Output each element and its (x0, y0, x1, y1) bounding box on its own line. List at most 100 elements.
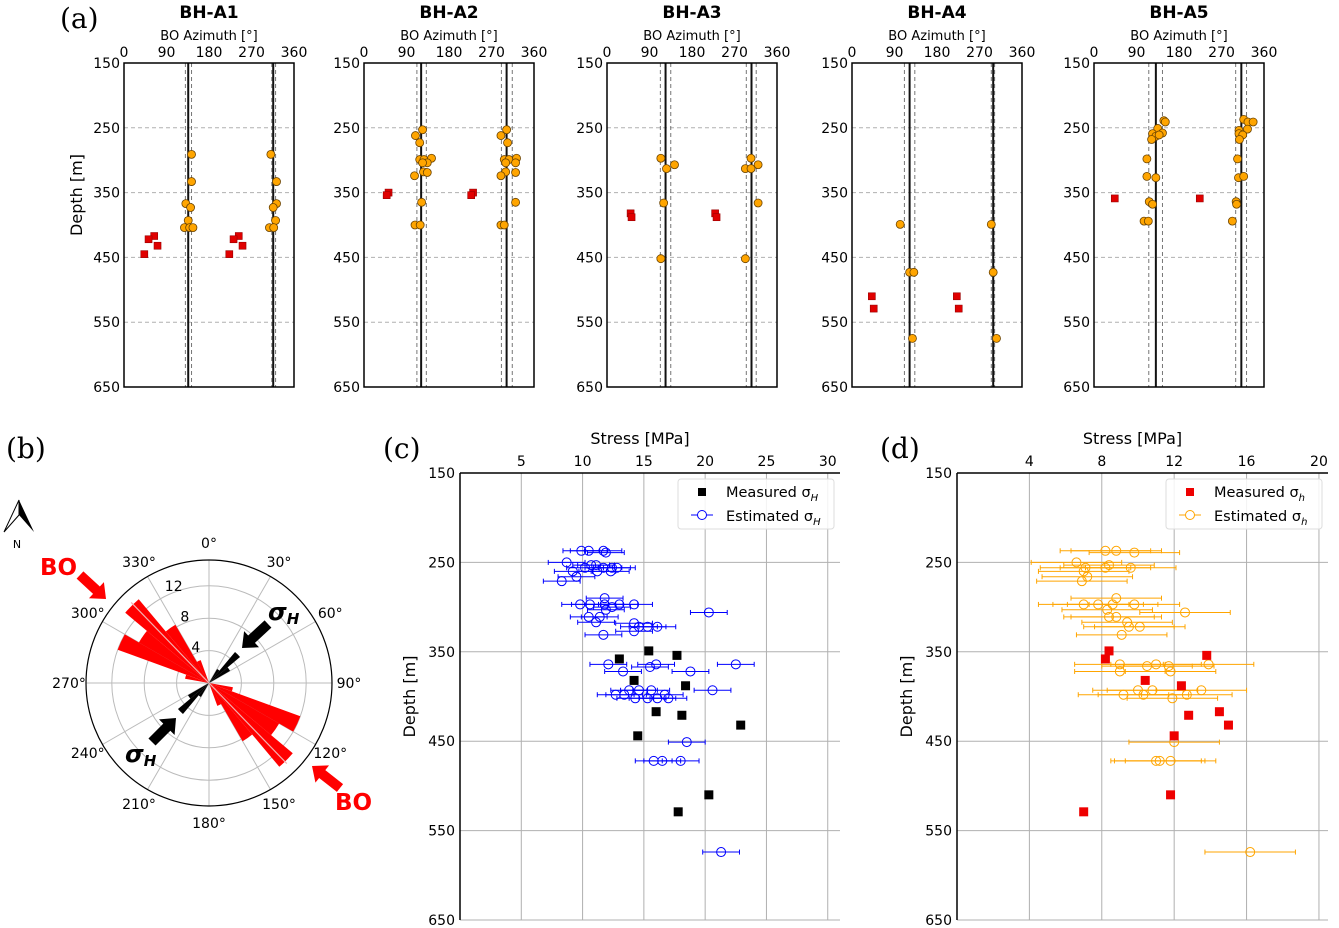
estimated-point (1061, 604, 1153, 615)
theta-tick-label: 330° (122, 555, 156, 571)
estimated-marker (1071, 557, 1082, 568)
y-tick-label: 450 (93, 250, 120, 266)
breakout-point (1151, 173, 1161, 183)
estimated-marker (600, 604, 611, 615)
x-tick-label: 360 (521, 45, 548, 61)
y-tick-label: 350 (93, 186, 120, 202)
breakout-point (1239, 171, 1249, 181)
panel-label-d: (d) (880, 432, 920, 465)
breakout-square-point (225, 250, 234, 258)
breakout-square-point (868, 292, 876, 301)
x-tick-label: 180 (196, 45, 223, 61)
measured-point (1104, 646, 1114, 656)
spoke (208, 576, 271, 684)
breakout-point (272, 177, 281, 186)
measured-point (1140, 675, 1150, 685)
breakout-square-point (382, 191, 391, 199)
measured-point (1166, 790, 1176, 800)
x-tick-label: 12 (1165, 454, 1183, 470)
sigma-h-rose-bar (187, 683, 209, 699)
y-axis-label: Depth [m] (897, 656, 916, 738)
estimated-marker (629, 599, 640, 610)
x-tick-label: 270 (966, 45, 993, 61)
breakout-point (1160, 117, 1170, 127)
estimated-point (661, 755, 700, 766)
breakout-point (411, 131, 420, 140)
legend-label: Estimated σ (1214, 509, 1301, 525)
breakout-square-point (1110, 194, 1119, 203)
x-tick-label: 90 (158, 45, 176, 61)
x-tick-label: 90 (398, 45, 416, 61)
breakout-point (187, 149, 196, 159)
x-tick-label: 10 (574, 454, 592, 470)
x-tick-label: 180 (924, 45, 951, 61)
estimated-point (584, 545, 623, 556)
breakout-square-point (627, 213, 636, 222)
y-tick-label: 250 (576, 121, 603, 137)
breakout-square-point (954, 304, 963, 313)
estimated-marker (591, 617, 602, 628)
estimated-point (638, 621, 677, 632)
breakout-rose-bar (209, 683, 222, 706)
breakout-point (1227, 216, 1237, 226)
estimated-marker (598, 545, 609, 556)
breakout-point (1143, 216, 1153, 226)
x-tick-label: 270 (238, 45, 265, 61)
breakout-point (511, 168, 520, 177)
x-axis-label: BO Azimuth [°] (888, 29, 985, 44)
breakout-point (422, 168, 432, 177)
breakout-point (659, 198, 669, 208)
breakout-point (1142, 171, 1152, 181)
breakout-rose-bar (165, 624, 209, 683)
estimated-marker (598, 629, 609, 640)
theta-tick-label: 150° (262, 797, 296, 813)
x-axis-label: Stress [MPa] (590, 429, 689, 448)
x-tick-label: 4 (1025, 454, 1034, 470)
y-tick-label: 250 (333, 121, 360, 137)
sigma-symbol: σ (268, 598, 287, 626)
measured-point (1169, 731, 1179, 741)
estimated-point (1030, 557, 1123, 568)
estimated-point (1075, 629, 1168, 640)
theta-tick-label: 270° (52, 676, 86, 692)
breakout-square-point (953, 292, 961, 301)
breakout-point (908, 333, 917, 343)
breakout-point (187, 177, 196, 186)
breakout-point (418, 158, 427, 168)
y-tick-label: 550 (821, 315, 848, 331)
y-tick-label: 350 (1063, 186, 1090, 202)
breakout-point (1232, 199, 1242, 209)
estimated-marker (1102, 604, 1113, 615)
borehole-plot-2: 150 250 350 450 550 650 0 90 180 270 360 BH-A2 BO Az… (333, 3, 547, 396)
estimated-marker (607, 602, 617, 613)
y-tick-label: 350 (576, 186, 603, 202)
sigma-h-arrow-icon (242, 620, 272, 648)
estimated-marker (1245, 847, 1256, 858)
breakout-point (1243, 124, 1252, 134)
x-tick-label: 360 (281, 45, 308, 61)
borehole-plot-5: 150 250 350 450 550 650 0 90 180 270 360 BH-A5 BO Az… (1063, 3, 1277, 396)
breakout-point (1235, 135, 1244, 144)
breakout-point (496, 131, 506, 140)
measured-point (681, 681, 691, 691)
estimated-point (1070, 545, 1163, 556)
breakout-point (186, 203, 195, 212)
x-tick-label: 0 (360, 45, 369, 61)
measured-point (1202, 650, 1212, 660)
sigma-subscript: H (287, 610, 300, 628)
breakout-point (753, 160, 763, 170)
breakout-point (511, 197, 520, 207)
estimated-marker (645, 661, 655, 672)
x-tick-label: 180 (679, 45, 706, 61)
max-horizontal-stress-plot: 5 10 15 20 25 30 150 250 350 450 550 650 Stress [MPa… (400, 429, 840, 928)
x-tick-label: 0 (603, 45, 612, 61)
breakout-point (656, 254, 666, 264)
breakout-square-point (229, 235, 238, 244)
breakout-point (269, 223, 279, 232)
breakout-label: BO (335, 790, 372, 816)
breakout-point (662, 164, 671, 174)
outer-ring (85, 559, 333, 807)
radial-tick-label: 4 (191, 640, 200, 656)
y-tick-label: 550 (428, 824, 455, 840)
x-tick-label: 270 (478, 45, 505, 61)
